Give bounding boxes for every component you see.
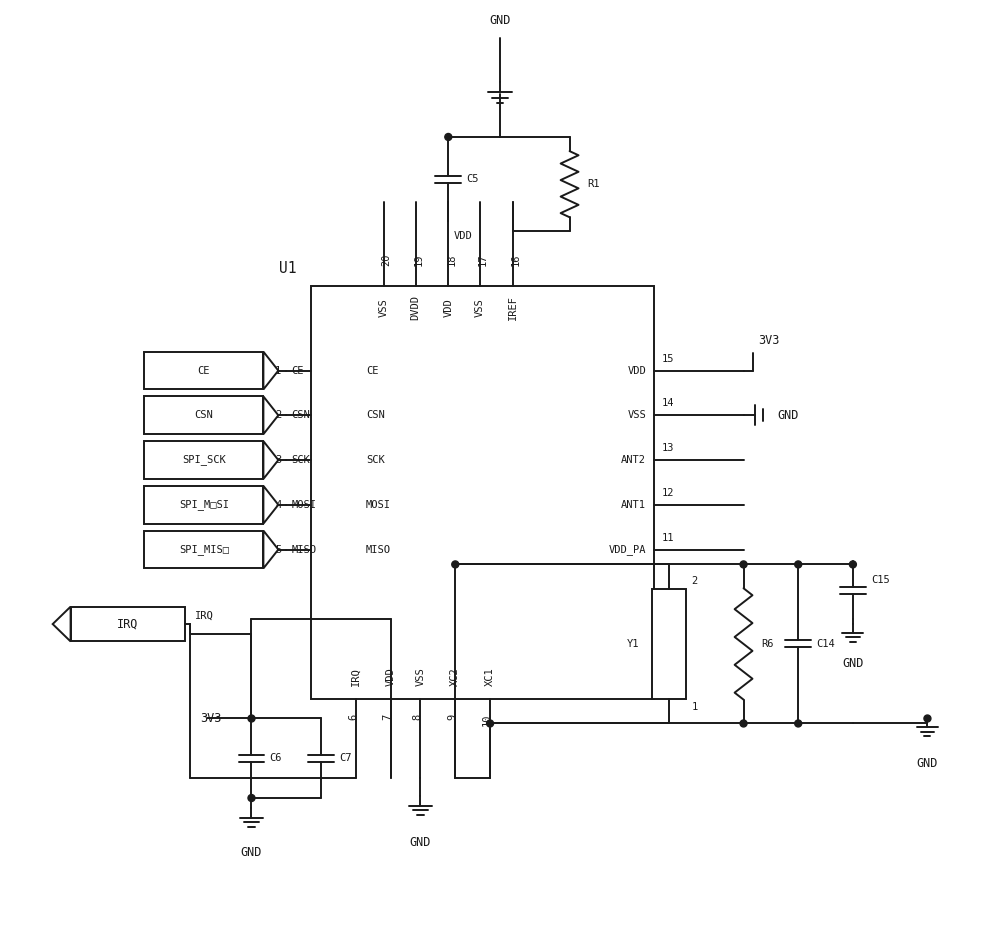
Text: GND: GND (842, 658, 864, 671)
Text: 18: 18 (446, 254, 456, 266)
Text: R1: R1 (587, 179, 600, 190)
Circle shape (849, 561, 856, 568)
Text: VSS: VSS (379, 299, 389, 318)
Bar (71, 607, 185, 642)
Text: GND: GND (917, 757, 938, 770)
Bar (652, 589, 686, 699)
Bar (144, 486, 263, 524)
Text: GND: GND (410, 836, 431, 849)
Circle shape (795, 720, 802, 727)
Text: VDD: VDD (453, 232, 472, 241)
Text: Y1: Y1 (627, 639, 640, 649)
Text: C7: C7 (339, 753, 351, 763)
Bar (311, 286, 654, 699)
Text: XC1: XC1 (485, 668, 495, 686)
Text: C6: C6 (269, 753, 282, 763)
Text: GND: GND (241, 846, 262, 859)
Circle shape (487, 720, 494, 727)
Text: MISO: MISO (366, 545, 391, 555)
Text: 10: 10 (482, 714, 492, 726)
Text: VSS: VSS (475, 299, 485, 318)
Bar (144, 352, 263, 389)
Circle shape (248, 795, 255, 801)
Text: 17: 17 (478, 254, 488, 266)
Text: 2: 2 (691, 576, 698, 587)
Text: SPI_M□SI: SPI_M□SI (179, 500, 229, 510)
Bar (144, 396, 263, 434)
Text: 3: 3 (275, 455, 281, 465)
Text: CSN: CSN (291, 410, 310, 420)
Text: SCK: SCK (366, 455, 385, 465)
Text: MISO: MISO (291, 545, 316, 555)
Text: VDD_PA: VDD_PA (609, 544, 646, 555)
Polygon shape (53, 607, 71, 642)
Text: VDD: VDD (443, 299, 453, 318)
Text: IRQ: IRQ (195, 611, 214, 621)
Text: 5: 5 (275, 545, 281, 555)
Text: 6: 6 (348, 714, 358, 720)
Text: CSN: CSN (194, 410, 213, 420)
Text: 2: 2 (275, 410, 281, 420)
Text: CE: CE (198, 365, 210, 375)
Circle shape (924, 715, 931, 722)
Text: IREF: IREF (508, 295, 518, 320)
Text: 7: 7 (383, 714, 393, 720)
Text: 8: 8 (412, 714, 422, 720)
Text: 4: 4 (275, 500, 281, 510)
Text: C15: C15 (871, 575, 890, 586)
Text: MOSI: MOSI (291, 500, 316, 510)
Text: ANT2: ANT2 (621, 455, 646, 465)
Text: MOSI: MOSI (366, 500, 391, 510)
Polygon shape (263, 531, 278, 569)
Text: C5: C5 (466, 175, 479, 184)
Text: VSS: VSS (415, 668, 425, 686)
Text: 3V3: 3V3 (758, 334, 780, 347)
Circle shape (445, 134, 452, 140)
Text: SCK: SCK (291, 455, 310, 465)
Text: R6: R6 (761, 639, 774, 649)
Text: CSN: CSN (366, 410, 385, 420)
Text: CE: CE (366, 365, 378, 375)
Text: 9: 9 (447, 714, 457, 720)
Text: IRQ: IRQ (351, 668, 361, 686)
Circle shape (452, 561, 459, 568)
Polygon shape (263, 441, 278, 479)
Text: U1: U1 (279, 261, 296, 276)
Text: DVDD: DVDD (411, 295, 421, 320)
Bar (144, 441, 263, 479)
Text: GND: GND (489, 14, 511, 27)
Text: VDD: VDD (627, 365, 646, 375)
Text: VDD: VDD (386, 668, 396, 686)
Text: 11: 11 (662, 532, 675, 543)
Text: SPI_SCK: SPI_SCK (182, 455, 226, 465)
Polygon shape (263, 352, 278, 389)
Text: ANT1: ANT1 (621, 500, 646, 510)
Bar (144, 531, 263, 569)
Text: 3V3: 3V3 (200, 712, 222, 725)
Text: C14: C14 (816, 639, 835, 649)
Text: GND: GND (777, 409, 799, 422)
Text: 12: 12 (662, 488, 675, 498)
Text: 14: 14 (662, 398, 675, 408)
Text: 19: 19 (413, 254, 423, 266)
Circle shape (248, 715, 255, 722)
Text: IRQ: IRQ (117, 617, 138, 630)
Text: 13: 13 (662, 443, 675, 453)
Polygon shape (263, 396, 278, 434)
Text: VSS: VSS (627, 410, 646, 420)
Text: 20: 20 (382, 254, 392, 266)
Text: 1: 1 (691, 701, 698, 712)
Text: 15: 15 (662, 354, 675, 363)
Circle shape (795, 561, 802, 568)
Text: SPI_MIS□: SPI_MIS□ (179, 544, 229, 555)
Text: XC2: XC2 (450, 668, 460, 686)
Circle shape (740, 720, 747, 727)
Text: 1: 1 (275, 365, 281, 375)
Text: CE: CE (291, 365, 304, 375)
Text: 16: 16 (511, 254, 521, 266)
Polygon shape (263, 486, 278, 524)
Circle shape (740, 561, 747, 568)
